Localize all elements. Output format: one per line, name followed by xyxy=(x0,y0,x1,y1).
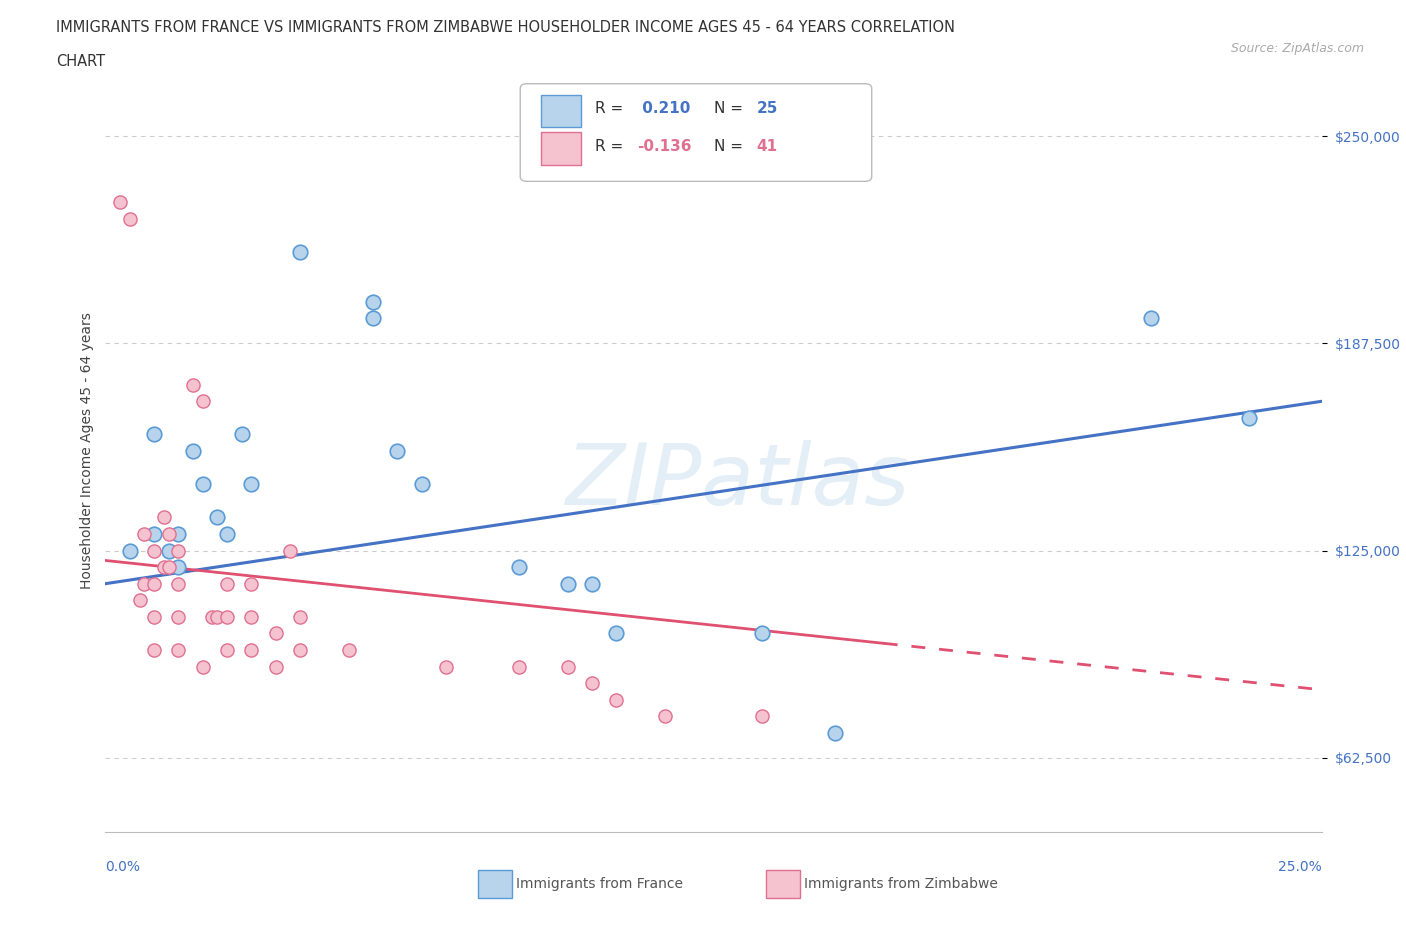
Point xyxy=(217,577,239,591)
Text: N =: N = xyxy=(714,139,748,153)
Point xyxy=(278,543,301,558)
Point xyxy=(605,692,627,707)
Point xyxy=(167,609,190,624)
Text: N =: N = xyxy=(714,101,748,116)
Point xyxy=(751,626,773,641)
Point xyxy=(288,643,311,658)
Text: Source: ZipAtlas.com: Source: ZipAtlas.com xyxy=(1230,42,1364,55)
Text: 41: 41 xyxy=(756,139,778,153)
Text: 0.0%: 0.0% xyxy=(105,859,141,874)
Text: Immigrants from Zimbabwe: Immigrants from Zimbabwe xyxy=(804,877,998,892)
Point xyxy=(217,609,239,624)
Point xyxy=(157,526,180,541)
Point xyxy=(118,543,141,558)
Point xyxy=(191,477,214,492)
Point xyxy=(288,245,311,259)
Point xyxy=(181,444,204,458)
Point xyxy=(824,725,846,740)
Text: IMMIGRANTS FROM FRANCE VS IMMIGRANTS FROM ZIMBABWE HOUSEHOLDER INCOME AGES 45 - : IMMIGRANTS FROM FRANCE VS IMMIGRANTS FRO… xyxy=(56,20,955,35)
Point xyxy=(118,211,141,226)
Point xyxy=(217,526,239,541)
Point xyxy=(143,427,166,442)
Point xyxy=(143,577,166,591)
Point xyxy=(143,526,166,541)
Point xyxy=(201,609,224,624)
Text: 25.0%: 25.0% xyxy=(1278,859,1322,874)
Text: Immigrants from France: Immigrants from France xyxy=(516,877,683,892)
Point xyxy=(557,659,579,674)
Point xyxy=(361,295,384,310)
Point xyxy=(411,477,433,492)
Point xyxy=(167,560,190,575)
Point xyxy=(605,626,627,641)
Point xyxy=(581,577,603,591)
Point xyxy=(434,659,457,674)
Point xyxy=(108,195,131,210)
Text: R =: R = xyxy=(595,101,628,116)
Point xyxy=(191,394,214,409)
Point xyxy=(240,609,263,624)
Text: R =: R = xyxy=(595,139,628,153)
Point xyxy=(134,526,156,541)
Text: 0.210: 0.210 xyxy=(637,101,690,116)
Point xyxy=(153,560,176,575)
Point xyxy=(153,510,176,525)
Point xyxy=(157,543,180,558)
Point xyxy=(207,510,229,525)
Point xyxy=(264,626,287,641)
Point xyxy=(181,378,204,392)
Point xyxy=(1237,410,1260,425)
Point xyxy=(240,477,263,492)
Point xyxy=(1140,311,1163,325)
Point xyxy=(134,577,156,591)
Point xyxy=(167,643,190,658)
Point xyxy=(207,609,229,624)
Point xyxy=(143,643,166,658)
Point xyxy=(157,560,180,575)
Point xyxy=(240,643,263,658)
Point xyxy=(143,543,166,558)
Point xyxy=(654,709,676,724)
Point xyxy=(288,609,311,624)
Point xyxy=(167,543,190,558)
Point xyxy=(361,311,384,325)
Text: 25: 25 xyxy=(756,101,778,116)
Text: CHART: CHART xyxy=(56,54,105,69)
Point xyxy=(231,427,253,442)
Point xyxy=(167,526,190,541)
Point xyxy=(581,676,603,691)
Point xyxy=(191,659,214,674)
Point xyxy=(128,592,150,607)
Point xyxy=(337,643,360,658)
Y-axis label: Householder Income Ages 45 - 64 years: Householder Income Ages 45 - 64 years xyxy=(80,312,94,590)
Text: ZIPatlas: ZIPatlas xyxy=(565,440,910,523)
Point xyxy=(240,577,263,591)
Point xyxy=(557,577,579,591)
Text: -0.136: -0.136 xyxy=(637,139,692,153)
Point xyxy=(143,609,166,624)
Point xyxy=(508,659,530,674)
Point xyxy=(217,643,239,658)
Point xyxy=(751,709,773,724)
Point xyxy=(167,577,190,591)
Point xyxy=(264,659,287,674)
Point xyxy=(387,444,409,458)
Point xyxy=(508,560,530,575)
